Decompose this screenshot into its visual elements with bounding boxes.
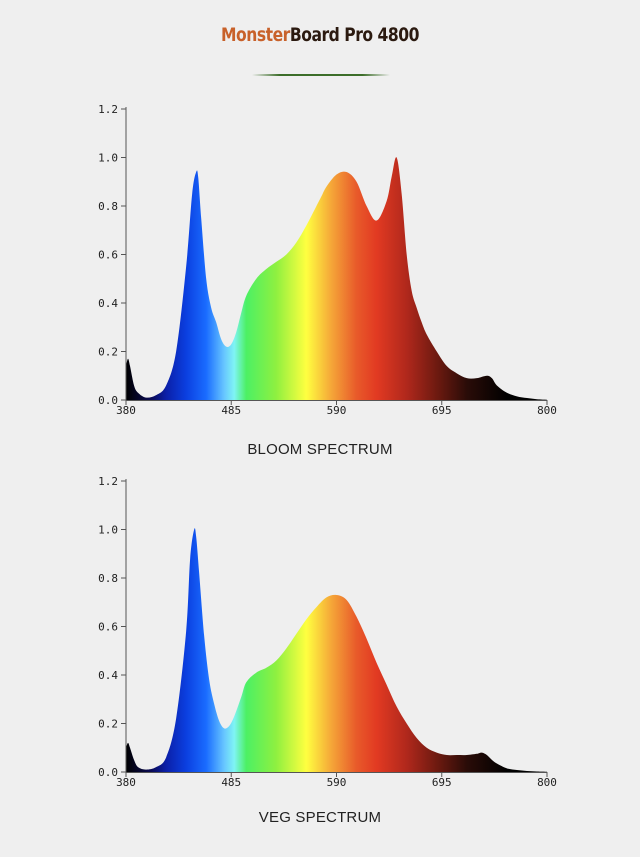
x-tick-label: 380: [116, 404, 136, 417]
spectrum-area: [126, 157, 547, 400]
veg-spectrum-chart: 0.0 0.2 0.4 0.6 0.8 1.0 1.2 380 485 590 695 800: [98, 475, 557, 789]
x-tick-label: 380: [116, 776, 136, 789]
x-tick-label: 485: [221, 404, 241, 417]
brand-title: MonsterBoard Pro 4800: [58, 24, 583, 46]
y-tick-label: 0.2: [98, 346, 118, 359]
x-tick-label: 695: [432, 404, 452, 417]
veg-spectrum-caption: VEG SPECTRUM: [258, 809, 382, 826]
y-tick-label: 0.8: [98, 200, 118, 213]
brand-divider: [252, 74, 390, 76]
x-tick-label: 590: [327, 404, 347, 417]
spectrum-area: [126, 528, 547, 772]
y-tick-label: 1.0: [98, 152, 118, 165]
y-tick-label: 1.2: [98, 475, 118, 488]
y-tick-label: 1.0: [98, 524, 118, 537]
bloom-spectrum-chart: 0.0 0.2 0.4 0.6 0.8 1.0 1.2 380 485 590 695 800: [98, 103, 557, 417]
y-tick-label: 0.2: [98, 718, 118, 731]
brand-title-part2: Board Pro 4800: [289, 24, 420, 46]
y-tick-label: 0.0: [98, 766, 118, 779]
x-tick-label: 800: [537, 404, 557, 417]
y-tick-label: 1.2: [98, 103, 118, 116]
x-tick-label: 800: [537, 776, 557, 789]
y-tick-label: 0.6: [98, 249, 118, 262]
y-tick-label: 0.8: [98, 572, 118, 585]
y-tick-label: 0.4: [98, 669, 118, 682]
brand-title-part1: Monster: [221, 24, 290, 46]
bloom-spectrum-caption: BLOOM SPECTRUM: [247, 441, 393, 458]
y-tick-label: 0.6: [98, 621, 118, 634]
x-tick-label: 590: [327, 776, 347, 789]
y-tick-label: 0.0: [98, 394, 118, 407]
x-tick-label: 695: [432, 776, 452, 789]
x-tick-label: 485: [221, 776, 241, 789]
y-tick-label: 0.4: [98, 297, 118, 310]
